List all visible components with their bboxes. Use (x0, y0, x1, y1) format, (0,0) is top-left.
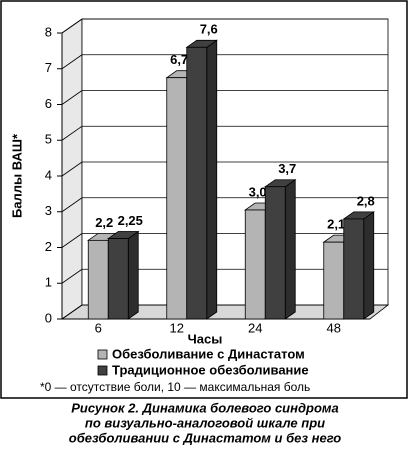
x-axis-label: Часы (188, 331, 223, 346)
grid-line (61, 268, 83, 284)
grid-line (61, 233, 83, 248)
grid-line (61, 161, 83, 177)
grid-line (61, 304, 83, 320)
y-tick-label: 0 (45, 310, 52, 325)
x-tick-label: 24 (248, 320, 262, 335)
bar (343, 218, 365, 320)
bar (186, 46, 208, 320)
grid-line (61, 90, 83, 105)
legend-label: Обезболивание с Династатом (112, 346, 305, 361)
x-tick-label: 12 (170, 320, 184, 335)
y-tick-label: 1 (45, 275, 52, 290)
caption-line: по визуально-аналоговой шкале при (85, 415, 325, 430)
bar (166, 77, 188, 320)
y-tick-label: 2 (45, 239, 52, 254)
bar-side (363, 211, 375, 320)
y-tick-label: 4 (45, 167, 52, 182)
legend-swatch (97, 349, 108, 360)
x-tick-label: 6 (95, 320, 102, 335)
bar (244, 209, 266, 320)
bar (107, 238, 129, 320)
caption-line: обезболивании с Династатом и без него (69, 430, 342, 445)
y-tick-label: 6 (45, 96, 52, 111)
caption-line: Рисунок 2. Динамика болевого синдрома (71, 400, 338, 415)
value-label: 3,7 (278, 161, 296, 176)
bar (87, 239, 109, 320)
grid-line (61, 125, 83, 141)
value-label: 7,6 (200, 22, 218, 37)
y-tick-label: 3 (45, 203, 52, 218)
y-axis-label: Баллы ВАШ* (9, 133, 24, 218)
bar-side (127, 230, 139, 320)
footnote: *0 — отсутствие боли, 10 — максимальная … (40, 380, 310, 394)
x-tick-label: 48 (327, 320, 341, 335)
legend-label: Традиционное обезболивание (112, 362, 309, 377)
value-label: 2,25 (118, 213, 143, 228)
bar-side (206, 39, 218, 320)
grid-line (61, 54, 83, 70)
y-tick-label: 7 (45, 60, 52, 75)
bar-side (284, 178, 296, 320)
legend-swatch (97, 365, 108, 376)
y-tick-label: 5 (45, 132, 52, 147)
grid-line (61, 197, 83, 213)
value-label: 2,2 (95, 215, 113, 230)
grid-line (61, 18, 83, 34)
value-label: 2,8 (357, 193, 375, 208)
bar (323, 241, 345, 320)
bar (264, 186, 286, 320)
y-tick-label: 8 (45, 24, 52, 39)
